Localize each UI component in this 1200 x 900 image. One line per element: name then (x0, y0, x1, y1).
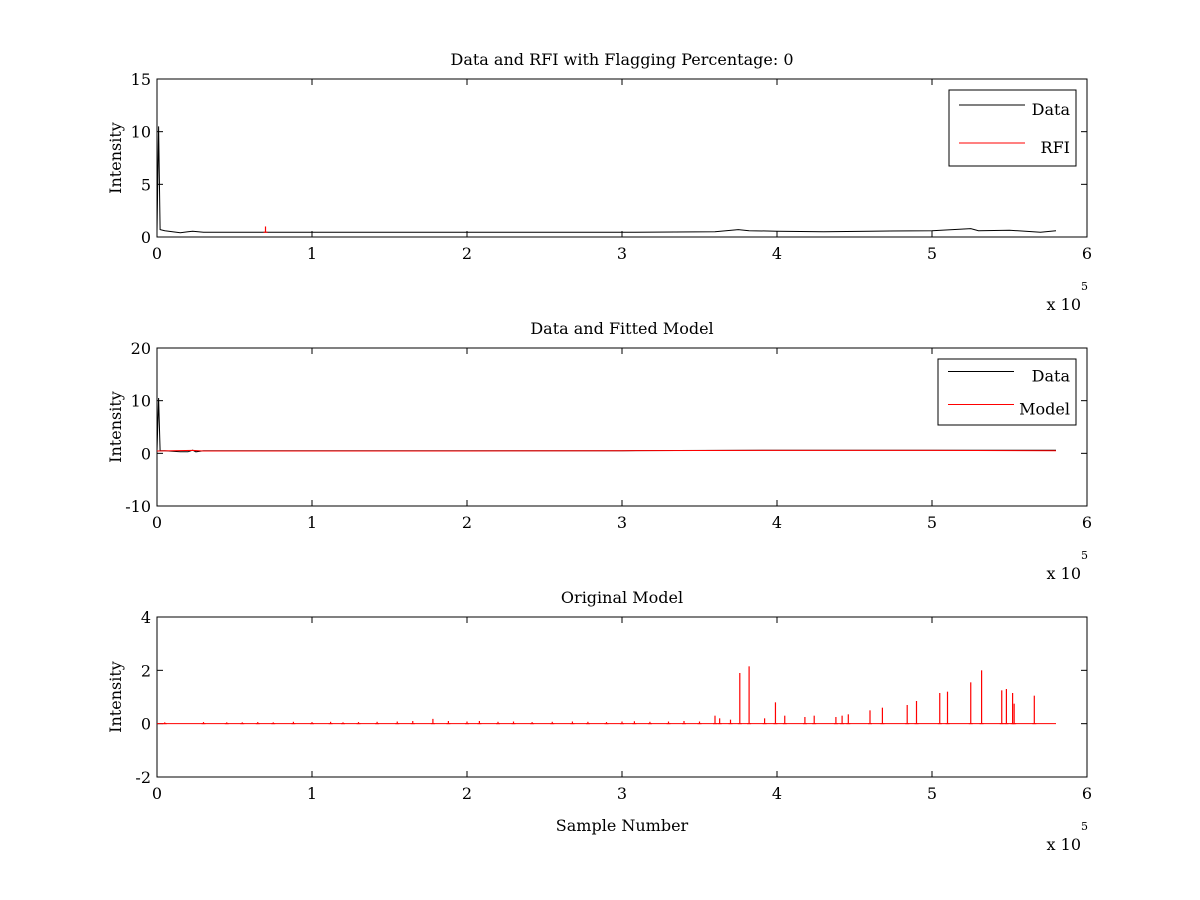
legend-box (937, 358, 1077, 426)
x-tick-label: 6 (1082, 244, 1092, 263)
x-tick-label: 0 (152, 784, 162, 803)
legend-label: Data (1032, 367, 1071, 386)
x-tick-label: 1 (307, 784, 317, 803)
legend-label: Data (1032, 100, 1071, 119)
axes-box (156, 78, 1088, 238)
x-tick-label: 6 (1082, 784, 1092, 803)
y-tick-label: 0 (141, 715, 151, 734)
y-tick-label: 10 (131, 123, 151, 142)
subplot-1: 0 1 2 3 4 5 6 0 5 10 15 Data and RFI with Flagging … (106, 50, 1092, 314)
legend: Data RFI (948, 89, 1077, 167)
plot-area (157, 397, 1057, 453)
series-model-line (157, 449, 1057, 452)
x-tick-label: 4 (772, 244, 782, 263)
x-tick-label: 1 (307, 244, 317, 263)
y-tick-label: 5 (141, 175, 151, 194)
x-tick-label: 5 (927, 244, 937, 263)
plot-area (157, 666, 1056, 725)
legend-label: Model (1019, 400, 1070, 419)
y-tick-label: -2 (135, 768, 151, 787)
y-tick-label: 0 (141, 444, 151, 463)
y-tick-label: 10 (131, 392, 151, 411)
y-tick-label: 15 (131, 70, 151, 89)
x-tick-label: 5 (927, 784, 937, 803)
x-exponent-base: x 10 (1047, 295, 1081, 314)
legend: Data Model (937, 358, 1077, 426)
legend-label: RFI (1041, 138, 1070, 157)
x-tick-label: 2 (462, 244, 472, 263)
chart-title: Original Model (561, 588, 683, 607)
x-tick-label: 2 (462, 784, 472, 803)
y-axis-label: Intensity (106, 122, 125, 194)
legend-box (948, 89, 1077, 167)
x-exponent-base: x 10 (1047, 564, 1081, 583)
y-tick-label: 0 (141, 228, 151, 247)
y-tick-label: 20 (131, 339, 151, 358)
plot-area (157, 126, 1057, 234)
x-tick-label: 3 (617, 513, 627, 532)
y-tick-label: -10 (125, 497, 151, 516)
x-exponent-power: 5 (1081, 549, 1088, 562)
chart-title: Data and RFI with Flagging Percentage: 0 (450, 50, 793, 69)
x-axis-label: Sample Number (556, 816, 689, 835)
y-tick-label: 4 (141, 608, 151, 627)
y-tick-label: 2 (141, 661, 151, 680)
series-data-line (157, 126, 1057, 234)
x-exponent-power: 5 (1081, 280, 1088, 293)
y-axis-label: Intensity (106, 661, 125, 733)
x-tick-label: 0 (152, 513, 162, 532)
x-tick-label: 6 (1082, 513, 1092, 532)
x-tick-label: 5 (927, 513, 937, 532)
axes-box (156, 347, 1088, 507)
x-exponent-base: x 10 (1047, 835, 1081, 854)
x-tick-label: 4 (772, 784, 782, 803)
x-tick-label: 2 (462, 513, 472, 532)
x-tick-label: 3 (617, 784, 627, 803)
chart-title: Data and Fitted Model (530, 319, 713, 338)
x-tick-label: 0 (152, 244, 162, 263)
x-exponent-power: 5 (1081, 820, 1088, 833)
x-tick-label: 4 (772, 513, 782, 532)
y-axis-label: Intensity (106, 391, 125, 463)
x-tick-label: 1 (307, 513, 317, 532)
x-tick-label: 3 (617, 244, 627, 263)
